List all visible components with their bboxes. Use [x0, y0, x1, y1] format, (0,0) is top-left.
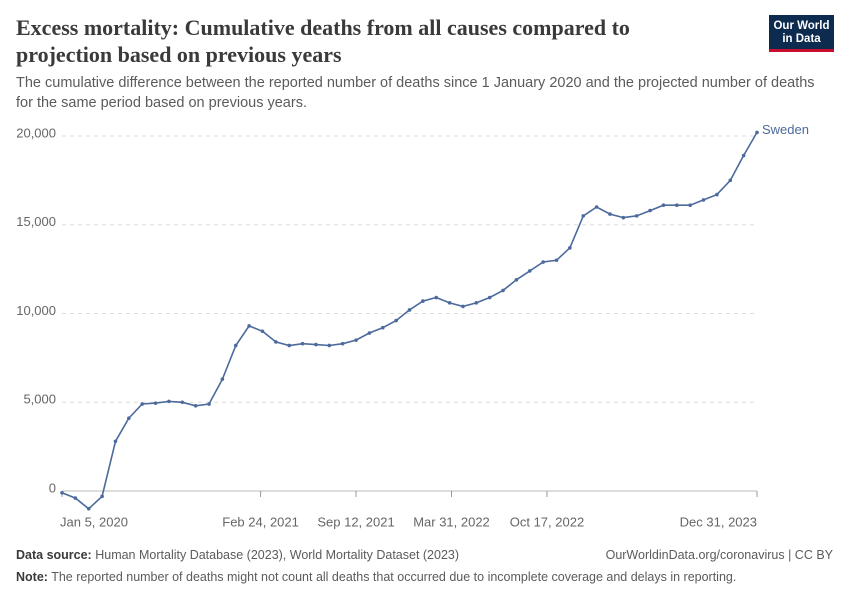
data-point [140, 402, 144, 406]
data-point [541, 260, 545, 264]
data-point [220, 377, 225, 381]
y-tick-label: 0 [49, 480, 56, 495]
data-point [568, 246, 572, 250]
y-tick-label: 5,000 [23, 392, 56, 407]
y-tick-label: 15,000 [16, 214, 56, 229]
data-point [207, 402, 211, 406]
data-point [287, 343, 292, 348]
chart-subtitle: The cumulative difference between the re… [16, 75, 815, 111]
x-tick-label: Feb 24, 2021 [222, 514, 299, 529]
x-tick-label: Dec 31, 2023 [680, 514, 757, 529]
note-text: The reported number of deaths might not … [51, 570, 737, 584]
data-point [340, 341, 345, 346]
data-point [153, 401, 158, 405]
data-point [701, 198, 706, 202]
source: Data source: Human Mortality Database (2… [16, 548, 459, 562]
logo-line: Our World [773, 20, 830, 32]
data-point [327, 343, 332, 348]
y-tick-label: 10,000 [16, 303, 56, 318]
data-point [648, 208, 652, 213]
data-point [634, 214, 639, 218]
data-point [755, 130, 759, 135]
data-point [554, 258, 559, 263]
series-line [61, 131, 758, 510]
source-label: Data source: [16, 548, 92, 562]
data-point [581, 214, 586, 218]
data-point [314, 342, 318, 347]
data-point [354, 338, 358, 342]
data-point [514, 277, 519, 282]
data-point [274, 340, 278, 344]
x-tick-label: Oct 17, 2022 [510, 514, 584, 529]
data-point [741, 153, 746, 158]
data-point [434, 295, 439, 300]
data-point [608, 212, 612, 216]
data-point [86, 506, 91, 511]
data-point [180, 400, 185, 405]
data-point [688, 203, 692, 208]
data-point [60, 490, 64, 495]
data-point [100, 494, 104, 499]
data-point [394, 318, 398, 323]
x-tick-label: Jan 5, 2020 [60, 514, 128, 529]
x-tick-label: Sep 12, 2021 [317, 514, 394, 529]
note-label: Note: [16, 570, 48, 584]
data-point [113, 439, 118, 444]
logo-line: in Data [782, 33, 821, 45]
data-point [233, 343, 238, 348]
data-point [73, 496, 78, 500]
data-point [487, 295, 492, 300]
data-point [421, 299, 425, 303]
data-point [407, 308, 412, 312]
data-point [661, 203, 666, 208]
y-tick-label: 20,000 [16, 125, 56, 140]
data-point [247, 324, 251, 328]
credit[interactable]: OurWorldinData.org/coronavirus | CC BY [605, 548, 833, 562]
chart-title: Excess mortality: Cumulative deaths from… [16, 15, 630, 67]
data-point [193, 404, 198, 408]
note: Note: The reported number of deaths migh… [16, 570, 736, 584]
data-point [300, 341, 305, 346]
data-point [367, 331, 372, 335]
series-label: Sweden [762, 122, 809, 137]
data-point [527, 269, 532, 273]
data-point [474, 301, 479, 305]
data-point [501, 288, 505, 293]
chart: 0 5,000 10,000 15,000 20,000 Jan 5, 2020 Feb 2… [16, 122, 809, 530]
data-point [167, 399, 171, 404]
data-point [594, 205, 599, 209]
data-point [380, 325, 385, 330]
data-point [728, 178, 733, 183]
data-point [621, 215, 626, 220]
x-tick-label: Mar 31, 2022 [413, 514, 490, 529]
logo[interactable]: Our World in Data [769, 15, 834, 52]
data-point [715, 192, 719, 197]
data-point [675, 203, 679, 208]
data-point [127, 416, 131, 421]
source-text: Human Mortality Database (2023), World M… [95, 548, 460, 562]
data-point [447, 301, 452, 305]
data-point [260, 329, 265, 334]
data-point [461, 304, 465, 309]
